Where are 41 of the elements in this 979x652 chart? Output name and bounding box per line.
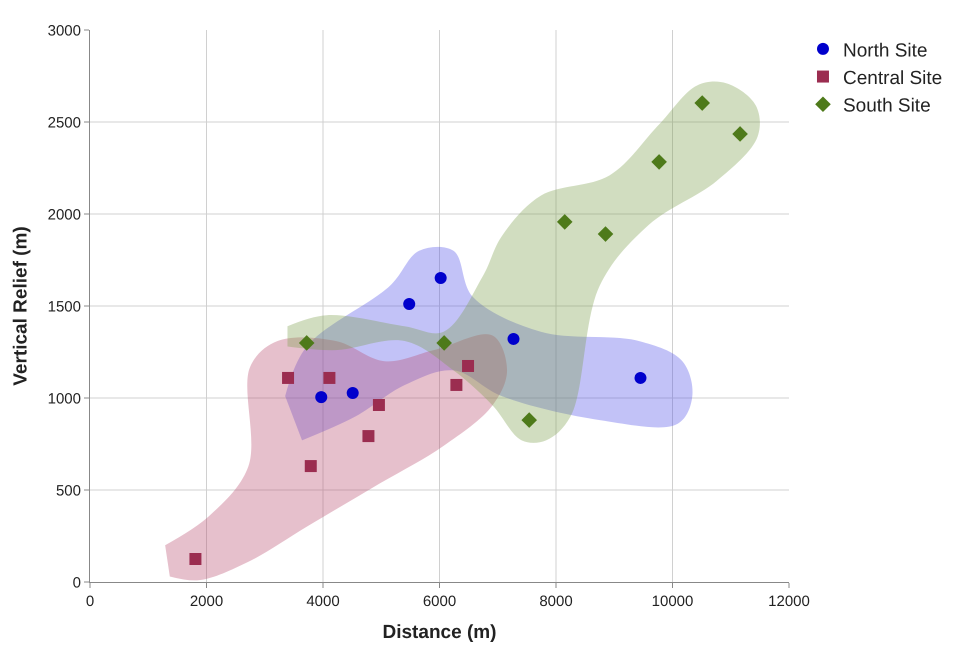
- y-tick-label: 3000: [48, 22, 81, 40]
- point: [450, 378, 462, 391]
- legend-label: South Site: [842, 96, 931, 117]
- point: [521, 412, 538, 428]
- point: [189, 553, 202, 565]
- x-axis-title: Distance (m): [382, 622, 497, 643]
- y-tick-label: 0: [72, 574, 81, 592]
- x-tick-label: 4000: [306, 593, 340, 610]
- point: [598, 226, 614, 242]
- point: [694, 95, 710, 111]
- point: [403, 298, 416, 310]
- y-tick-label: 2000: [48, 206, 81, 224]
- y-tick-label: 500: [56, 482, 81, 500]
- x-tick-label: 8000: [539, 593, 573, 610]
- point: [507, 332, 520, 345]
- point: [634, 372, 646, 384]
- point: [556, 214, 573, 230]
- point: [436, 335, 452, 351]
- point: [372, 398, 385, 411]
- y-tick-label: 1000: [48, 390, 81, 408]
- legend-label: Central Site: [842, 68, 942, 89]
- y-axis-title: Vertical Relief (m): [10, 226, 32, 386]
- point: [298, 335, 314, 351]
- point: [323, 372, 336, 384]
- point: [434, 272, 447, 284]
- y-tick-label: 1500: [48, 298, 81, 316]
- x-tick-label: 0: [86, 593, 94, 610]
- point: [315, 391, 328, 404]
- x-tick-label: 6000: [422, 593, 456, 610]
- y-tick-label: 2500: [48, 114, 81, 132]
- point: [462, 360, 474, 372]
- point: [651, 154, 667, 170]
- x-tick-label: 2000: [190, 593, 224, 610]
- x-tick-label: 12000: [768, 593, 810, 610]
- legend-label: North Site: [842, 40, 928, 62]
- x-tick-label: 10000: [652, 593, 694, 610]
- point: [346, 387, 359, 400]
- point: [304, 460, 317, 472]
- point: [732, 126, 748, 142]
- point: [282, 372, 294, 384]
- point: [362, 430, 374, 442]
